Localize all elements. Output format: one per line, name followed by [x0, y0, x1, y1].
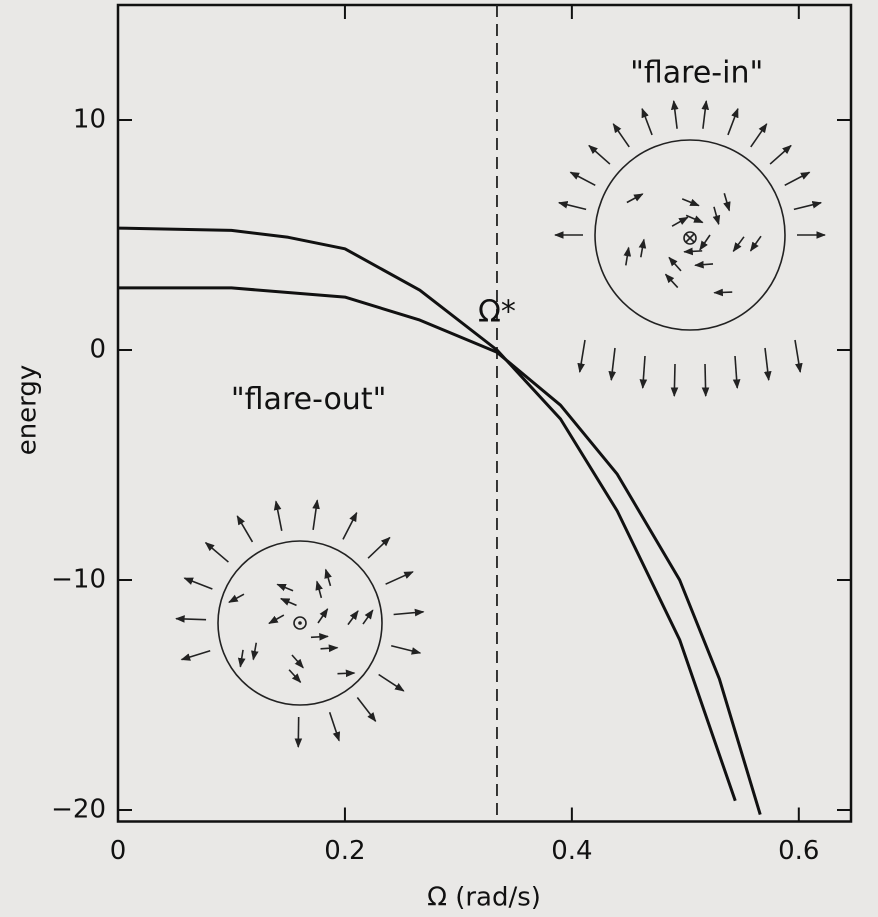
flow-arrow [670, 363, 679, 397]
flow-arrow [608, 347, 617, 381]
out-of-page-symbol [293, 616, 307, 630]
flow-arrow [713, 288, 733, 297]
flow-arrow [328, 711, 341, 742]
flow-arrow [793, 201, 823, 211]
flow-arrow [727, 107, 739, 136]
flow-arrow [588, 144, 611, 165]
out-of-page-dot [298, 621, 302, 625]
flow-arrow [794, 339, 803, 373]
annotation: "flare-in" [630, 56, 763, 91]
flow-arrow [268, 614, 285, 625]
flow-arrow [701, 363, 710, 397]
flow-arrow [681, 198, 700, 207]
into-page-symbol [683, 231, 697, 245]
flow-arrow [183, 577, 213, 590]
flow-arrow [784, 171, 811, 186]
flow-arrow [320, 644, 339, 653]
flow-arrow [671, 216, 689, 227]
flow-arrow [317, 608, 329, 624]
flow-arrow [670, 100, 679, 129]
y-tick-label: −20 [51, 795, 106, 825]
flow-arrow [683, 247, 703, 256]
flow-arrow [342, 511, 358, 540]
flow-arrow [251, 642, 259, 661]
flow-arrow [288, 669, 302, 683]
flow-arrow [750, 123, 768, 148]
flare-out-circle [217, 540, 383, 706]
x-axis-label: Ω (rad/s) [427, 883, 541, 913]
flare-in-circle [594, 139, 786, 331]
flow-arrow [626, 193, 644, 204]
flow-arrow [362, 609, 374, 625]
flow-arrow [337, 669, 356, 678]
flow-arrow [312, 499, 320, 531]
x-tick-label: 0 [110, 836, 127, 866]
flow-arrow [763, 347, 772, 381]
flow-arrow [347, 610, 359, 626]
y-axis-label: energy [13, 365, 43, 456]
flow-arrow [732, 236, 745, 253]
energy-curve [117, 226, 737, 802]
flow-arrow [356, 696, 377, 723]
flow-arrow [612, 123, 630, 148]
y-tick-label: −10 [51, 565, 106, 595]
flow-arrow [732, 355, 741, 389]
flow-arrow [668, 256, 682, 272]
into-page-cross [685, 233, 695, 243]
flow-arrow [204, 541, 229, 563]
flow-arrow [324, 568, 332, 587]
x-tick-label: 0.4 [551, 836, 592, 866]
flow-arrow [237, 649, 246, 668]
plot-frame [116, 3, 853, 823]
flow-arrow [701, 100, 710, 129]
flow-arrow [279, 597, 297, 607]
flow-arrow [694, 260, 714, 269]
flow-arrow [641, 107, 653, 136]
omega-star-label: Ω* [478, 295, 516, 330]
x-tick-label: 0.2 [324, 836, 365, 866]
flow-arrow [236, 515, 254, 543]
flow-arrow [557, 201, 587, 211]
flow-arrow [639, 355, 648, 389]
x-tick-label: 0.6 [778, 836, 819, 866]
flow-arrow [699, 234, 711, 251]
flow-arrow [577, 339, 586, 373]
flow-arrow [228, 593, 245, 603]
flow-arrow [393, 608, 425, 617]
flow-arrow [310, 633, 329, 641]
flow-arrow [623, 246, 632, 266]
y-tick-label: 0 [89, 335, 106, 365]
flow-arrow [291, 654, 304, 669]
flow-arrow [638, 238, 647, 258]
flow-arrow [664, 273, 679, 289]
annotation: "flare-out" [231, 382, 387, 417]
flow-arrow [749, 235, 762, 252]
flow-arrow [685, 214, 704, 224]
flow-arrow [175, 615, 207, 623]
flow-arrow [569, 171, 596, 186]
flow-arrow [180, 650, 211, 661]
flow-arrow [723, 193, 731, 212]
flow-arrow [378, 673, 405, 692]
flow-arrow [273, 500, 283, 531]
flow-arrow [769, 144, 792, 165]
flow-diagrams [175, 100, 826, 748]
flow-arrow [276, 583, 294, 592]
flow-arrow [367, 536, 391, 559]
flow-arrow [391, 644, 422, 655]
y-tick-label: 10 [73, 105, 106, 135]
energy-curve [118, 286, 762, 816]
flow-arrow [385, 571, 414, 585]
flow-arrow [315, 580, 323, 599]
flow-arrow [712, 206, 721, 226]
